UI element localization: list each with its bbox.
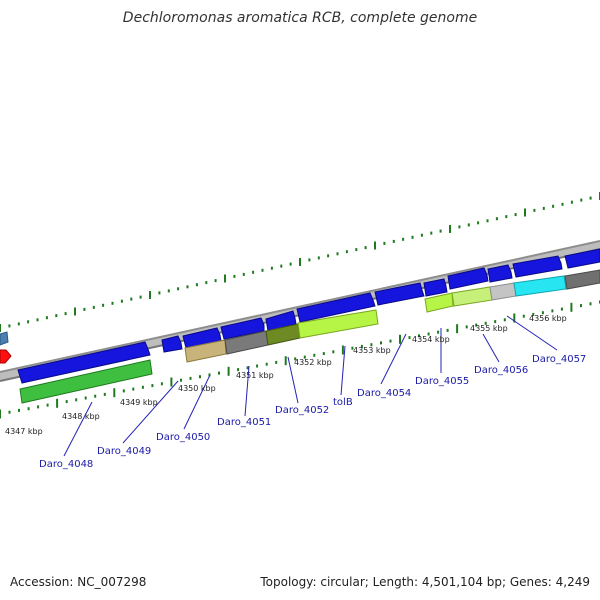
gene-feature-silver[interactable] (489, 282, 517, 301)
gene-label-daro-4054[interactable]: Daro_4054 (357, 388, 411, 399)
kbp-labels: 4347 kbp 4348 kbp 4349 kbp 4350 kbp 4351… (5, 314, 567, 436)
gene-label-daro-4052[interactable]: Daro_4052 (275, 405, 329, 416)
gene-labels: Daro_4048 Daro_4049 Daro_4050 Daro_4051 … (39, 354, 586, 470)
gene-label-tolb[interactable]: tolB (333, 397, 353, 408)
gene-feature-daro-4051[interactable] (220, 317, 265, 340)
gene-feature-daro-4050[interactable] (182, 327, 222, 349)
map-title: Dechloromonas aromatica RCB, complete ge… (122, 10, 478, 26)
gene-feature-red-partial[interactable] (0, 349, 12, 364)
gene-feature-cyan[interactable] (513, 275, 567, 297)
gene-feature-daro-4052[interactable] (265, 310, 297, 332)
gene-feature-daro-4056[interactable] (447, 267, 489, 290)
gene-label-daro-4049[interactable]: Daro_4049 (97, 446, 151, 457)
gene-feature-lime-2[interactable] (451, 286, 493, 307)
kbp-label: 4356 kbp (529, 314, 567, 323)
gene-feature-tan[interactable] (184, 339, 227, 363)
gene-feature-steel-blue-partial[interactable] (0, 331, 9, 346)
gene-feature-tolb[interactable] (296, 292, 376, 323)
gene-label-daro-4057[interactable]: Daro_4057 (532, 354, 586, 365)
gene-feature-lime-1[interactable] (424, 292, 454, 313)
gene-feature-daro-4057[interactable] (487, 264, 513, 283)
kbp-label: 4350 kbp (178, 384, 216, 393)
kbp-label: 4349 kbp (120, 398, 158, 407)
kbp-label: 4354 kbp (412, 335, 450, 344)
kbp-label: 4353 kbp (353, 346, 391, 355)
gene-feature-dark-gray[interactable] (564, 269, 600, 290)
gene-label-daro-4055[interactable]: Daro_4055 (415, 376, 469, 387)
gene-feature-blue-10[interactable] (564, 248, 600, 269)
gene-label-daro-4048[interactable]: Daro_4048 (39, 459, 93, 470)
gene-label-daro-4056[interactable]: Daro_4056 (474, 365, 528, 376)
gene-feature-daro-4048[interactable] (17, 341, 151, 384)
kbp-label: 4348 kbp (62, 412, 100, 421)
inner-tick-track (0, 300, 600, 419)
kbp-label: 4355 kbp (470, 324, 508, 333)
outer-tick-track (0, 192, 600, 332)
gene-label-daro-4051[interactable]: Daro_4051 (217, 417, 271, 428)
gene-feature-daro-4049[interactable] (161, 335, 183, 353)
accession-text: Accession: NC_007298 (10, 575, 147, 589)
gene-label-daro-4050[interactable]: Daro_4050 (156, 432, 210, 443)
gene-features (0, 248, 600, 404)
leader-lines (63, 315, 558, 457)
kbp-label: 4347 kbp (5, 427, 43, 436)
gene-feature-daro-4054[interactable] (374, 282, 425, 306)
gene-feature-blue-9[interactable] (512, 255, 563, 278)
kbp-label: 4352 kbp (294, 358, 332, 367)
gene-feature-lime-large[interactable] (297, 309, 379, 339)
genome-summary-text: Topology: circular; Length: 4,501,104 bp… (260, 575, 590, 589)
kbp-label: 4351 kbp (236, 371, 274, 380)
gene-feature-daro-4055[interactable] (423, 278, 448, 297)
gene-feature-green-large[interactable] (19, 359, 153, 404)
